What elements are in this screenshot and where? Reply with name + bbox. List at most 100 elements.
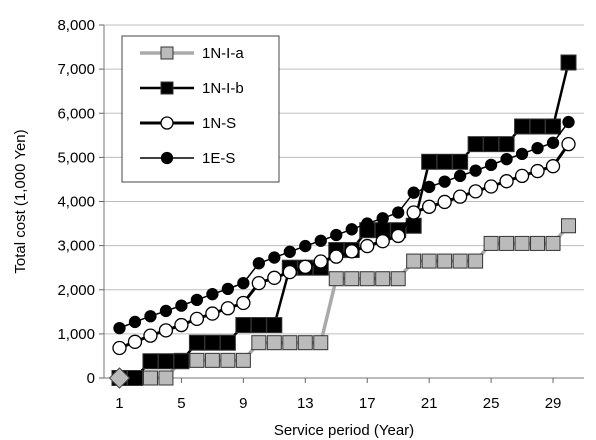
point-1n-i-a: [437, 253, 453, 269]
y-tick-label: 6,000: [57, 105, 95, 122]
point-1e-s: [407, 186, 420, 199]
point-1n-i-b: [160, 81, 174, 95]
point-1n-s: [422, 199, 437, 214]
point-1e-s: [113, 321, 126, 335]
series-group: [108, 54, 577, 389]
x-tick-label: 29: [545, 395, 562, 412]
x-tick-label: 13: [297, 395, 314, 412]
legend-box: [121, 35, 280, 183]
x-tick-label: 25: [483, 395, 500, 412]
point-1e-s: [361, 217, 374, 230]
point-1n-i-a: [483, 235, 499, 251]
point-1n-s: [344, 244, 359, 259]
point-1n-s: [189, 311, 205, 327]
x-tick-label: 17: [359, 395, 376, 412]
point-1n-s: [391, 228, 406, 244]
point-1n-i-b: [204, 334, 221, 351]
point-1n-s: [236, 295, 251, 311]
legend-item-1n-s: 1N-S: [140, 115, 236, 132]
y-tick-label: 4,000: [57, 194, 95, 211]
x-tick-label: 21: [421, 395, 438, 412]
legend-label-1e-s: 1E-S: [202, 150, 235, 167]
point-1e-s: [469, 164, 482, 177]
point-1n-i-a: [160, 46, 174, 60]
point-1n-i-a: [375, 271, 391, 287]
point-1n-i-a: [220, 352, 236, 368]
point-1n-s: [406, 205, 421, 220]
legend-item-1e-s: 1E-S: [140, 150, 235, 167]
point-1n-i-a: [189, 352, 205, 368]
start-diamond-marker: [108, 367, 131, 389]
point-1n-s: [313, 254, 328, 269]
point-1n-i-a: [297, 335, 313, 351]
point-1n-i-a: [142, 370, 158, 386]
point-1n-i-a: [344, 271, 360, 287]
point-1n-i-a: [390, 271, 406, 287]
x-tick-label: 1: [115, 395, 123, 412]
point-1e-s: [546, 136, 560, 149]
point-1e-s: [237, 276, 250, 290]
y-tick-label: 0: [87, 370, 95, 387]
point-1e-s: [345, 223, 358, 236]
point-1n-s: [483, 179, 499, 194]
series-1n-i-a: [111, 218, 577, 386]
y-tick-label: 7,000: [57, 61, 95, 78]
point-1n-s: [267, 270, 282, 285]
point-1n-i-a: [204, 352, 220, 368]
point-1n-s: [468, 184, 483, 199]
point-1n-i-b: [157, 353, 174, 370]
point-1n-s: [561, 136, 576, 152]
point-1e-s: [159, 304, 173, 318]
point-1e-s: [453, 169, 467, 183]
y-tick-label: 2,000: [57, 282, 95, 299]
point-1n-i-b: [235, 317, 252, 334]
point-1n-i-a: [452, 253, 468, 269]
legend-item-1n-i-b: 1N-I-b: [140, 80, 244, 97]
legend-label-1n-i-a: 1N-I-a: [202, 45, 244, 62]
point-1n-i-b: [560, 54, 577, 71]
point-1e-s: [314, 234, 327, 247]
point-1n-s: [452, 189, 468, 204]
y-tick-label: 5,000: [57, 149, 95, 166]
point-1n-s: [437, 194, 452, 210]
x-tick-label: 9: [239, 395, 247, 412]
point-1e-s: [392, 206, 405, 219]
x-axis-label: Service period (Year): [274, 422, 414, 439]
series-1n-s: [112, 136, 576, 356]
point-1n-i-a: [328, 271, 344, 287]
point-1n-s: [499, 174, 514, 189]
point-1n-i-b: [421, 153, 438, 170]
point-1e-s: [438, 175, 451, 188]
point-1n-s: [514, 168, 530, 184]
point-1n-i-a: [514, 235, 530, 251]
point-1n-i-b: [219, 334, 236, 351]
y-tick-label: 3,000: [57, 238, 95, 255]
point-1e-s: [268, 251, 281, 264]
legend: 1N-I-a 1N-I-b 1N-S 1E-S: [121, 35, 280, 183]
point-1n-i-a: [499, 235, 515, 251]
point-1n-s: [127, 334, 143, 349]
point-1n-i-a: [282, 335, 298, 351]
point-1n-i-b: [514, 118, 531, 135]
point-1e-s: [175, 299, 188, 312]
point-1e-s: [206, 288, 219, 301]
point-1n-s: [251, 275, 266, 291]
point-1e-s: [128, 315, 142, 329]
point-1n-s: [282, 264, 297, 280]
point-1n-s: [205, 306, 220, 321]
point-1n-i-b: [483, 136, 500, 153]
point-1n-i-a: [406, 253, 422, 269]
point-1e-s: [330, 228, 343, 242]
point-1n-i-b: [498, 136, 515, 153]
point-1n-i-a: [158, 370, 174, 386]
legend-label-1n-s: 1N-S: [202, 115, 236, 132]
point-1n-i-b: [266, 317, 283, 334]
x-tick-label: 5: [177, 395, 185, 412]
point-1n-s: [174, 317, 189, 333]
point-1n-s: [298, 259, 313, 274]
point-1n-i-b: [529, 118, 546, 135]
point-1e-s: [160, 151, 174, 165]
axes: 0 1,000 2,000 3,000 4,000 5,000 6,000 7,000 8,00…: [57, 17, 584, 412]
point-1n-i-b: [452, 153, 469, 170]
point-1e-s: [221, 282, 235, 296]
